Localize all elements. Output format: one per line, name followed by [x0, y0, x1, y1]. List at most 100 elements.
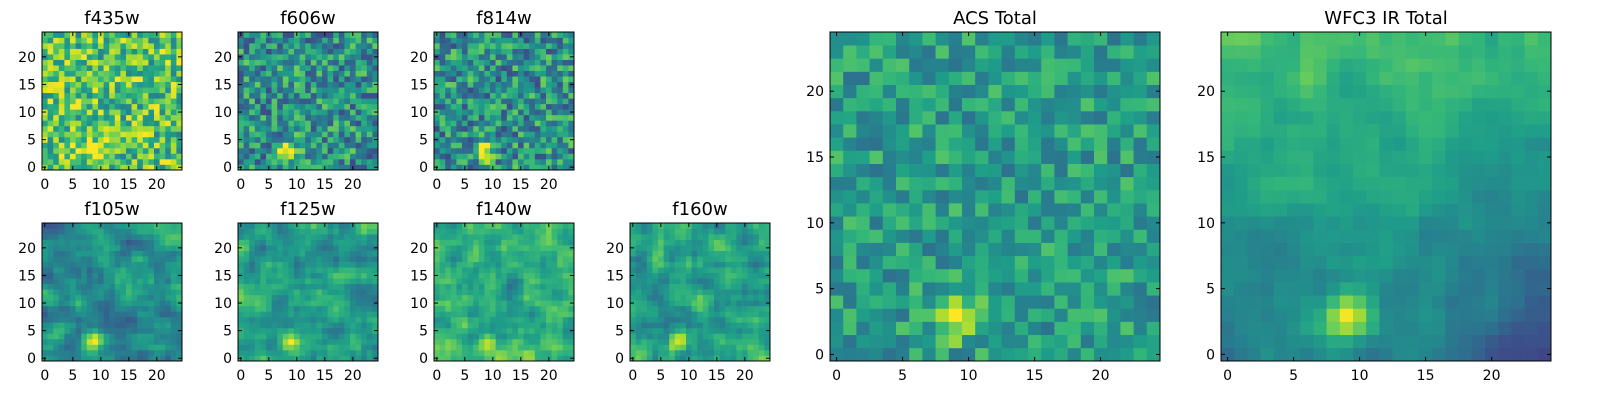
- pixel-cell: [747, 261, 754, 268]
- pixel-cell: [512, 355, 519, 362]
- pixel-cell: [81, 261, 88, 268]
- pixel-cell: [109, 43, 116, 49]
- pixel-cell: [830, 321, 844, 336]
- pixel-cell: [109, 158, 116, 165]
- pixel-cell: [882, 321, 897, 336]
- pixel-cell: [473, 109, 480, 116]
- pixel-cell: [299, 131, 306, 138]
- pixel-cell: [445, 87, 452, 94]
- pixel-cell: [355, 267, 362, 274]
- pixel-cell: [484, 109, 491, 116]
- pixel-cell: [523, 59, 530, 66]
- pixel-cell: [445, 355, 452, 362]
- pixel-cell: [372, 278, 379, 285]
- pixel-cell: [467, 250, 474, 257]
- pixel-cell: [98, 158, 104, 165]
- pixel-cell: [462, 305, 468, 312]
- pixel-cell: [652, 311, 659, 318]
- pixel-cell: [506, 98, 513, 105]
- pixel-cell: [266, 59, 272, 66]
- pixel-cell: [646, 267, 653, 274]
- pixel-cell: [176, 278, 183, 285]
- pixel-cell: [338, 267, 345, 274]
- pixel-cell: [736, 349, 743, 356]
- pixel-cell: [109, 87, 116, 94]
- pixel-cell: [92, 333, 99, 340]
- pixel-cell: [557, 234, 564, 240]
- pixel-cell: [764, 228, 771, 235]
- pixel-cell: [70, 300, 76, 307]
- pixel-cell: [148, 70, 155, 77]
- pixel-cell: [691, 278, 698, 285]
- pixel-cell: [299, 333, 306, 340]
- pixel-cell: [490, 234, 496, 240]
- pixel-cell: [81, 322, 88, 329]
- pixel-cell: [288, 355, 295, 362]
- pixel-cell: [501, 294, 508, 301]
- pixel-cell: [327, 223, 334, 229]
- pixel-cell: [719, 272, 726, 279]
- pixel-cell: [42, 48, 48, 55]
- pixel-cell: [327, 278, 334, 285]
- pixel-cell: [120, 65, 127, 71]
- pixel-cell: [1001, 176, 1016, 191]
- pixel-cell: [70, 142, 76, 149]
- pixel-cell: [159, 59, 166, 66]
- pixel-cell: [154, 311, 160, 318]
- pixel-cell: [322, 43, 328, 49]
- pixel-cell: [495, 158, 502, 165]
- pixel-cell: [630, 322, 636, 329]
- pixel-cell: [58, 239, 65, 246]
- pixel-cell: [697, 256, 704, 262]
- pixel-cell: [490, 98, 496, 105]
- pixel-cell: [176, 239, 183, 246]
- pixel-cell: [344, 103, 351, 110]
- pixel-cell: [1120, 216, 1134, 230]
- pixel-cell: [170, 136, 177, 143]
- pixel-cell: [962, 176, 976, 191]
- pixel-cell: [266, 316, 272, 323]
- pixel-cell: [1067, 308, 1082, 322]
- pixel-cell: [260, 164, 267, 171]
- pixel-cell: [299, 136, 306, 143]
- pixel-cell: [484, 70, 491, 77]
- pixel-cell: [271, 283, 278, 290]
- pixel-cell: [355, 344, 362, 351]
- pixel-cell: [249, 109, 256, 116]
- pixel-cell: [159, 278, 166, 285]
- pixel-cell: [725, 349, 732, 356]
- pixel-cell: [529, 322, 536, 329]
- pixel-cell: [501, 103, 508, 110]
- pixel-cell: [747, 322, 754, 329]
- pixel-cell: [299, 228, 306, 235]
- pixel-cell: [277, 261, 284, 268]
- pixel-cell: [669, 338, 676, 345]
- pixel-cell: [310, 120, 317, 127]
- pixel-cell: [92, 114, 99, 121]
- pixel-cell: [327, 48, 334, 55]
- pixel-cell: [445, 164, 452, 171]
- pixel-cell: [271, 109, 278, 116]
- pixel-cell: [843, 150, 857, 164]
- pixel-cell: [103, 32, 110, 38]
- y-tick-label: 0: [223, 160, 232, 176]
- pixel-cell: [962, 163, 976, 178]
- pixel-cell: [366, 278, 373, 285]
- pixel-cell: [338, 92, 345, 99]
- pixel-cell: [305, 267, 312, 274]
- pixel-cell: [282, 234, 289, 240]
- pixel-cell: [529, 283, 536, 290]
- pixel-cell: [103, 37, 110, 44]
- pixel-cell: [64, 267, 71, 274]
- pixel-cell: [501, 300, 508, 307]
- pixel-cell: [310, 234, 317, 240]
- pixel-cell: [154, 256, 160, 262]
- pixel-cell: [103, 147, 110, 154]
- pixel-cell: [439, 245, 446, 251]
- pixel-cell: [758, 338, 765, 345]
- pixel-cell: [109, 147, 116, 154]
- pixel-cell: [361, 283, 368, 290]
- pixel-cell: [506, 261, 513, 268]
- pixel-cell: [674, 289, 681, 296]
- pixel-cell: [540, 142, 547, 149]
